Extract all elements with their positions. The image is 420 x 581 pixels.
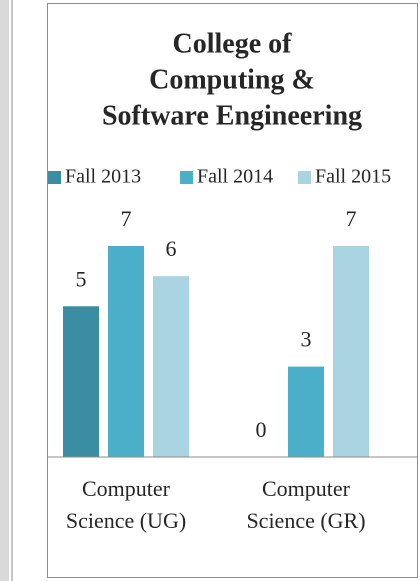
legend-swatch	[48, 171, 61, 184]
chart-title: Computing &	[149, 64, 315, 95]
chart-frame	[47, 3, 418, 578]
chart-title: College of	[173, 28, 293, 59]
bar	[288, 366, 324, 457]
value-label: 3	[301, 327, 312, 352]
legend-label: Fall 2013	[65, 166, 141, 188]
value-label: 6	[166, 236, 177, 261]
legend-label: Fall 2014	[197, 166, 273, 188]
bar	[333, 246, 369, 457]
bar	[108, 246, 144, 457]
bar	[63, 306, 99, 457]
value-label: 0	[256, 417, 267, 442]
legend-swatch	[180, 171, 193, 184]
legend-label: Fall 2015	[315, 166, 391, 188]
value-label: 5	[76, 266, 87, 291]
side-strip	[0, 0, 9, 581]
chart-title: Software Engineering	[102, 100, 362, 131]
bar	[153, 276, 189, 457]
value-label: 7	[346, 206, 357, 231]
legend-swatch	[298, 171, 311, 184]
x-tick-label: Computer Science (UG)	[65, 476, 187, 533]
value-label: 7	[121, 206, 132, 231]
x-tick-label: Computer Science (GR)	[246, 476, 366, 533]
